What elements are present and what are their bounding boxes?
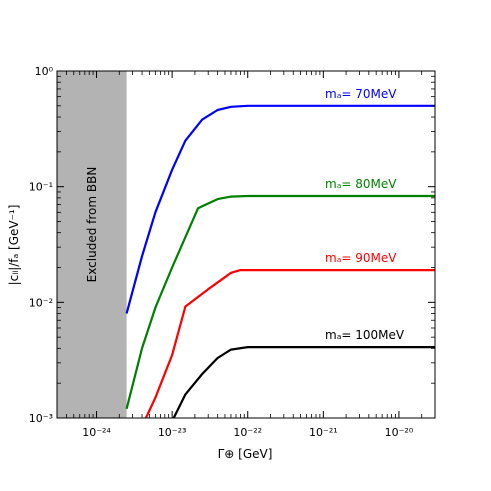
x-tick-label-4: 10⁻²⁰ [385, 426, 414, 439]
y-tick-label-2: 10⁻¹ [29, 181, 53, 194]
x-tick-label-2: 10⁻²² [233, 426, 262, 439]
plot-area: Excluded from BBN mₐ= 70MeV mₐ= 80MeV mₐ= 9… [29, 65, 436, 439]
x-tick-label-1: 10⁻²³ [158, 426, 187, 439]
y-axis-title: |cₗₗ|/fₐ [GeV⁻¹] [7, 205, 21, 286]
x-axis-title: Γ⊕ [GeV] [218, 447, 273, 461]
series-label-3: mₐ= 100MeV [325, 328, 405, 342]
x-tick-label-0: 10⁻²⁴ [82, 426, 111, 439]
excluded-region-label: Excluded from BBN [85, 167, 99, 283]
series-line-0 [125, 104, 435, 314]
series-line-1 [125, 194, 435, 410]
y-tick-label-1: 10⁻² [29, 296, 53, 309]
series-line-3 [172, 346, 435, 419]
series-line-2 [144, 269, 435, 419]
series-label-2: mₐ= 90MeV [325, 251, 397, 265]
excluded-region [57, 71, 127, 418]
x-tick-label-3: 10⁻²¹ [309, 426, 338, 439]
y-tick-label-3: 10⁰ [35, 65, 54, 78]
series-label-0: mₐ= 70MeV [325, 87, 397, 101]
y-tick-label-0: 10⁻³ [29, 412, 53, 425]
plot-frame [56, 70, 436, 419]
series-label-1: mₐ= 80MeV [325, 177, 397, 191]
